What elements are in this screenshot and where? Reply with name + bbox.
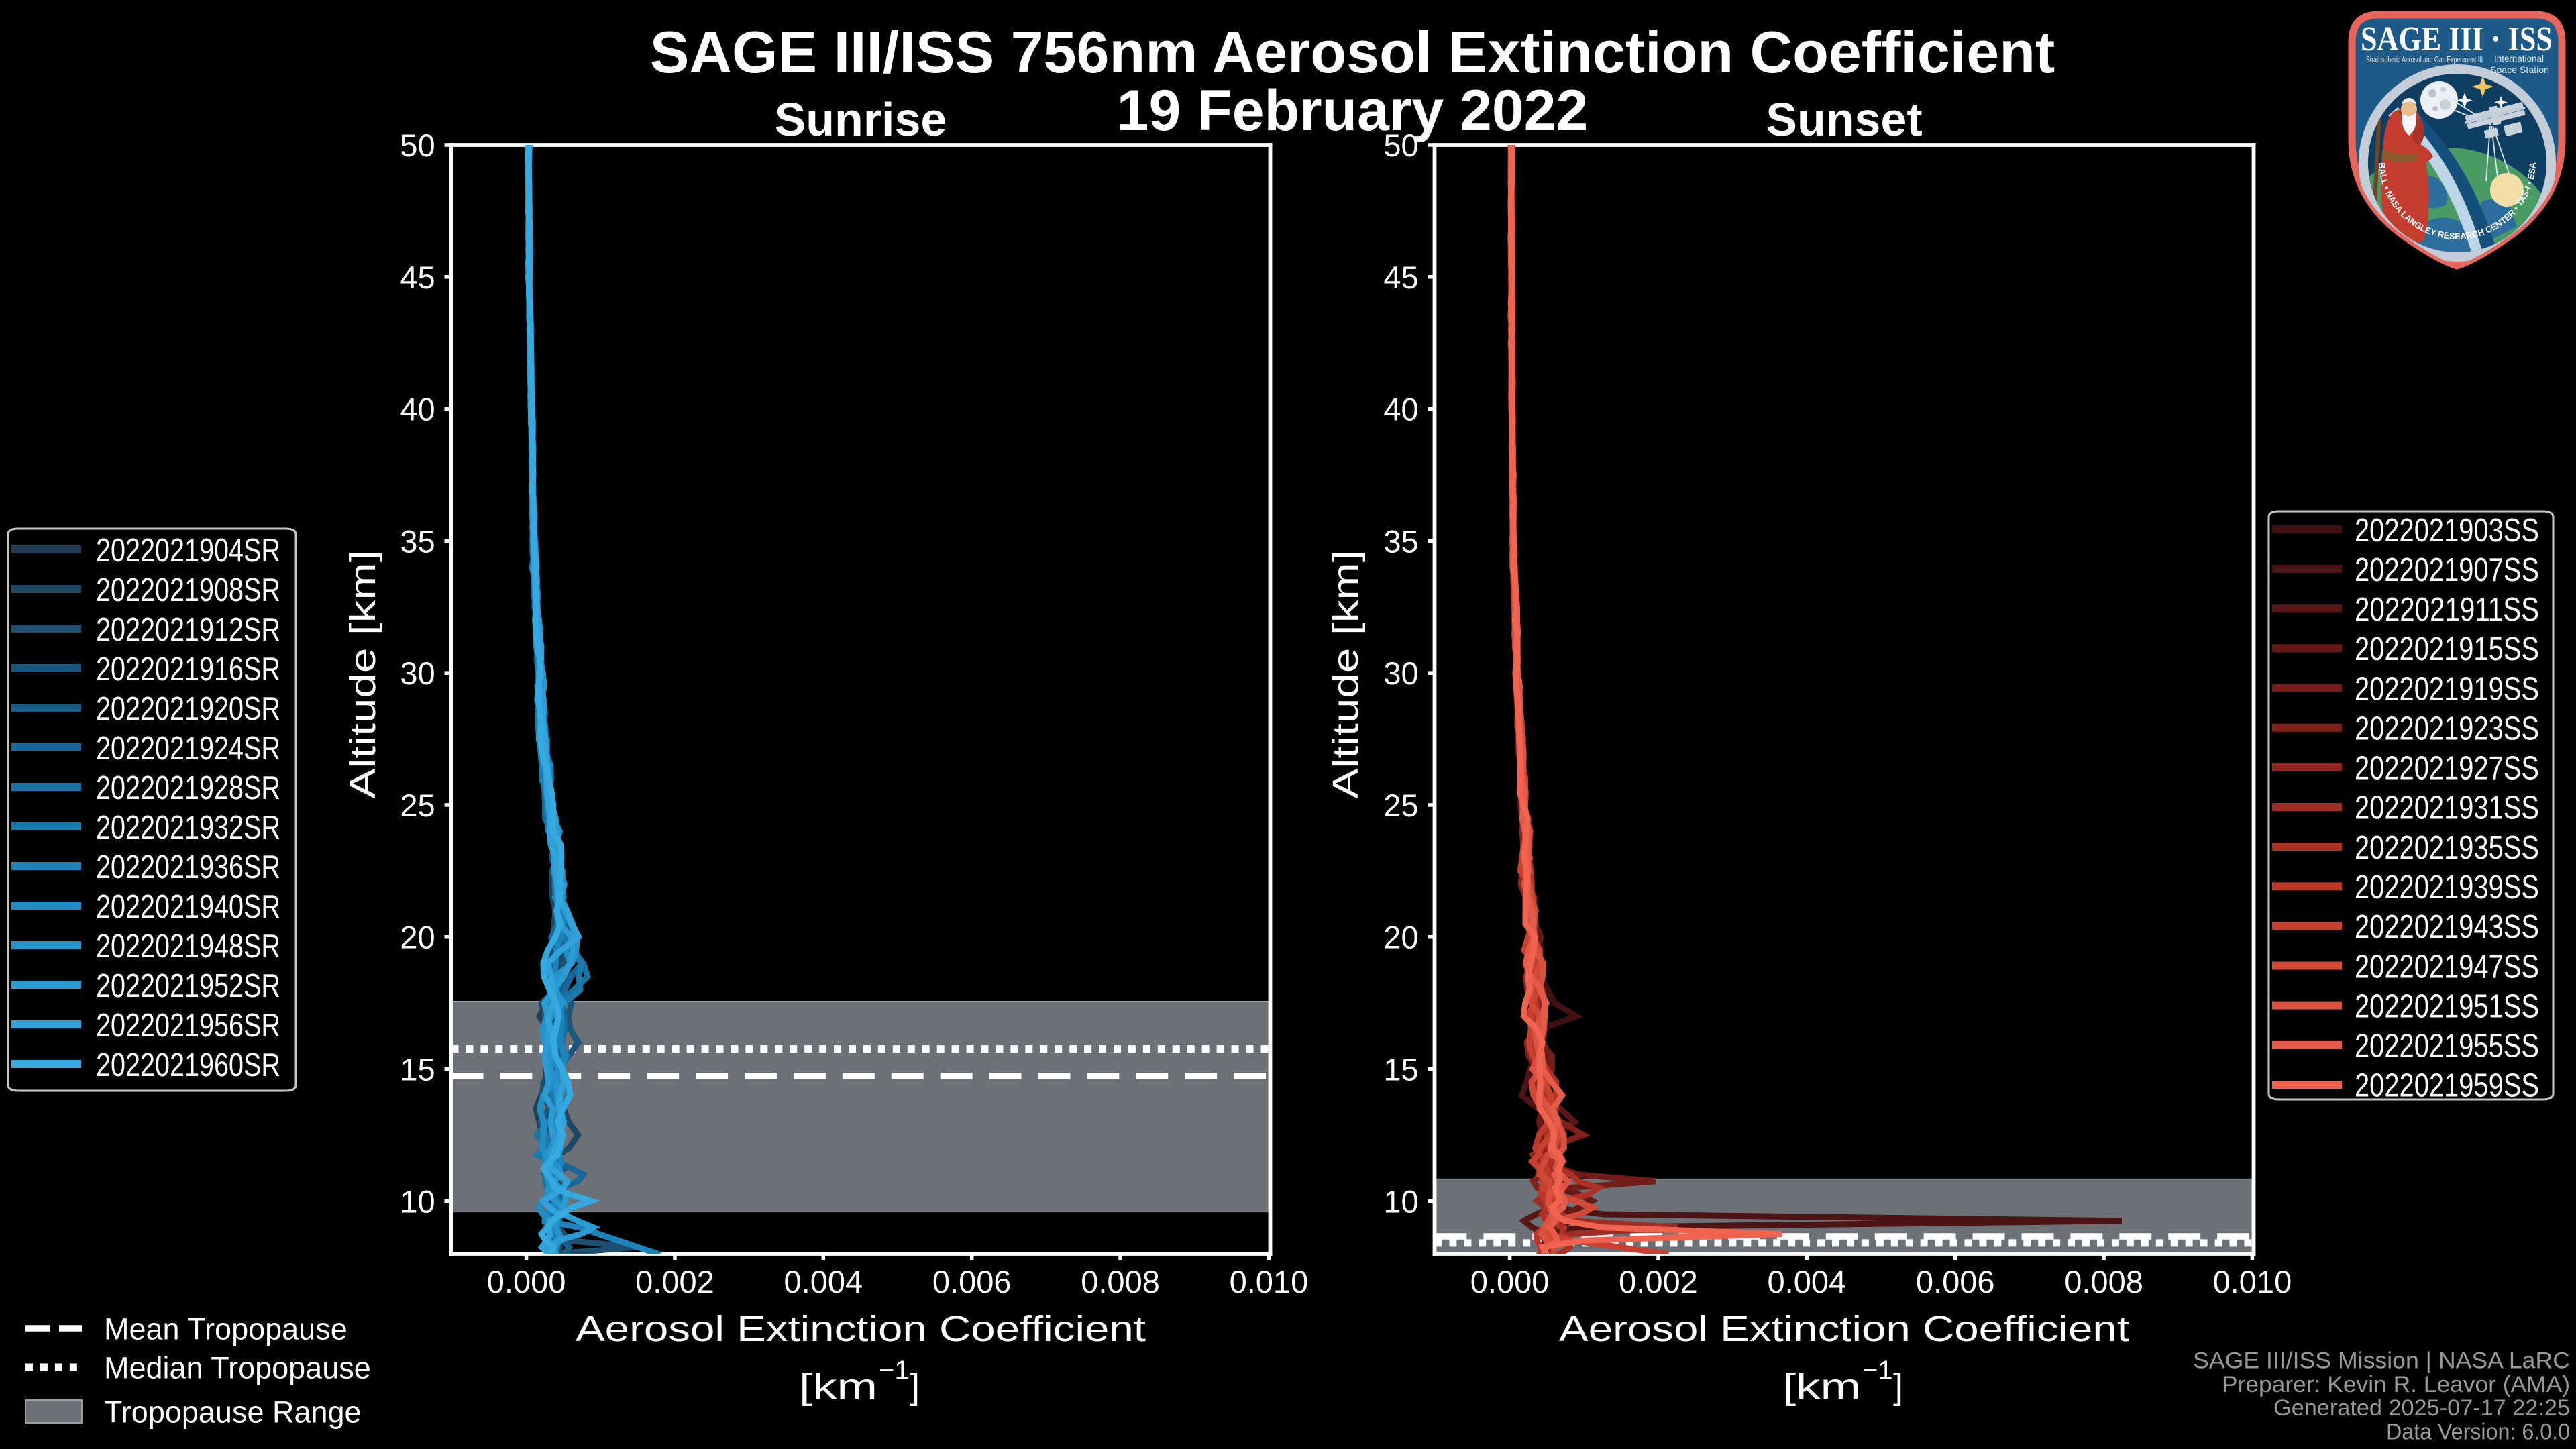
- svg-text:−1: −1: [1862, 1356, 1893, 1385]
- svg-text:0.000: 0.000: [1470, 1264, 1550, 1299]
- svg-text:35: 35: [400, 523, 435, 559]
- svg-text:]: ]: [910, 1366, 920, 1407]
- svg-text:Stratospheric Aerosol and Gas: Stratospheric Aerosol and Gas Experiment…: [2366, 54, 2483, 64]
- svg-text:15: 15: [400, 1052, 435, 1087]
- svg-text:19 February 2022: 19 February 2022: [1117, 78, 1589, 143]
- svg-text:2022021932SR: 2022021932SR: [96, 810, 280, 846]
- svg-text:2022021948SR: 2022021948SR: [96, 928, 280, 965]
- svg-text:25: 25: [1383, 788, 1418, 823]
- svg-text:45: 45: [400, 260, 435, 295]
- svg-text:2022021916SR: 2022021916SR: [96, 651, 280, 688]
- svg-text:10: 10: [1383, 1183, 1418, 1219]
- svg-text:10: 10: [400, 1183, 435, 1219]
- svg-text:50: 50: [400, 127, 435, 163]
- svg-text:0.000: 0.000: [487, 1264, 566, 1299]
- svg-text:0.008: 0.008: [1081, 1264, 1160, 1299]
- svg-text:15: 15: [1383, 1052, 1418, 1087]
- svg-text:SAGE III/ISS 756nm Aerosol Ext: SAGE III/ISS 756nm Aerosol Extinction Co…: [650, 19, 2055, 85]
- svg-text:2022021936SR: 2022021936SR: [96, 849, 280, 885]
- svg-text:0.002: 0.002: [1619, 1264, 1698, 1299]
- svg-text:2022021912SR: 2022021912SR: [96, 612, 280, 648]
- svg-text:Tropopause Range: Tropopause Range: [104, 1395, 362, 1429]
- svg-text:2022021907SS: 2022021907SS: [2355, 552, 2539, 588]
- svg-text:Sunset: Sunset: [1766, 93, 1922, 146]
- svg-text:2022021955SS: 2022021955SS: [2355, 1028, 2539, 1065]
- svg-text:2022021920SR: 2022021920SR: [96, 691, 280, 727]
- svg-text:SAGE III · ISS: SAGE III · ISS: [2361, 20, 2553, 58]
- svg-text:35: 35: [1383, 523, 1418, 559]
- svg-text:]: ]: [1893, 1366, 1903, 1407]
- svg-text:Median Tropopause: Median Tropopause: [104, 1350, 371, 1385]
- svg-text:0.006: 0.006: [1916, 1264, 1995, 1299]
- svg-text:2022021927SS: 2022021927SS: [2355, 751, 2539, 787]
- svg-text:2022021911SS: 2022021911SS: [2355, 592, 2539, 628]
- svg-text:0.004: 0.004: [784, 1264, 863, 1299]
- svg-text:Aerosol Extinction Coefficient: Aerosol Extinction Coefficient: [576, 1309, 1146, 1349]
- svg-text:2022021903SS: 2022021903SS: [2355, 513, 2539, 549]
- svg-text:2022021959SS: 2022021959SS: [2355, 1068, 2539, 1104]
- svg-text:2022021924SR: 2022021924SR: [96, 731, 280, 767]
- svg-text:Data Version: 6.0.0: Data Version: 6.0.0: [2386, 1419, 2570, 1444]
- svg-text:2022021915SS: 2022021915SS: [2355, 631, 2539, 667]
- svg-text:20: 20: [1383, 920, 1418, 955]
- svg-text:2022021943SS: 2022021943SS: [2355, 909, 2539, 945]
- svg-text:25: 25: [400, 788, 435, 823]
- svg-text:40: 40: [1383, 392, 1418, 427]
- svg-text:2022021931SS: 2022021931SS: [2355, 790, 2539, 826]
- svg-text:Space Station: Space Station: [2490, 64, 2549, 75]
- svg-text:2022021919SS: 2022021919SS: [2355, 671, 2539, 707]
- svg-text:0.002: 0.002: [635, 1264, 714, 1299]
- svg-text:BALL • NASA LANGLEY RESEARCH C: BALL • NASA LANGLEY RESEARCH CENTER • TA…: [0, 0, 2543, 241]
- svg-text:Generated 2025-07-17 22:25: Generated 2025-07-17 22:25: [2273, 1395, 2570, 1421]
- svg-text:[km: [km: [799, 1366, 877, 1407]
- svg-text:20: 20: [400, 920, 435, 955]
- svg-text:2022021951SS: 2022021951SS: [2355, 988, 2539, 1024]
- svg-text:2022021923SS: 2022021923SS: [2355, 710, 2539, 747]
- svg-text:0.004: 0.004: [1768, 1264, 1847, 1299]
- svg-text:−1: −1: [879, 1356, 910, 1385]
- svg-text:45: 45: [1383, 260, 1418, 295]
- svg-text:2022021908SR: 2022021908SR: [96, 572, 280, 608]
- svg-text:30: 30: [1383, 655, 1418, 691]
- svg-text:Altitude [km]: Altitude [km]: [1326, 550, 1366, 799]
- svg-text:Sunrise: Sunrise: [775, 93, 947, 146]
- svg-text:Preparer: Kevin R. Leavor (AMA: Preparer: Kevin R. Leavor (AMA): [2222, 1372, 2570, 1397]
- svg-text:2022021947SS: 2022021947SS: [2355, 949, 2539, 985]
- svg-text:Aerosol Extinction Coefficient: Aerosol Extinction Coefficient: [1559, 1309, 2129, 1349]
- svg-text:2022021904SR: 2022021904SR: [96, 533, 280, 569]
- svg-text:0.010: 0.010: [1230, 1264, 1309, 1299]
- svg-text:40: 40: [400, 392, 435, 427]
- svg-text:2022021939SS: 2022021939SS: [2355, 869, 2539, 906]
- svg-text:Mean Tropopause: Mean Tropopause: [104, 1311, 347, 1346]
- svg-text:2022021928SR: 2022021928SR: [96, 770, 280, 806]
- svg-text:2022021935SS: 2022021935SS: [2355, 830, 2539, 866]
- svg-text:[km: [km: [1782, 1366, 1861, 1407]
- svg-text:2022021940SR: 2022021940SR: [96, 889, 280, 925]
- svg-text:0.008: 0.008: [2064, 1264, 2143, 1299]
- svg-text:Altitude [km]: Altitude [km]: [343, 550, 383, 799]
- svg-text:0.006: 0.006: [932, 1264, 1012, 1299]
- svg-text:30: 30: [400, 655, 435, 691]
- svg-text:SAGE III/ISS Mission | NASA La: SAGE III/ISS Mission | NASA LaRC: [2193, 1348, 2570, 1374]
- svg-text:International: International: [2494, 53, 2544, 64]
- svg-text:2022021952SR: 2022021952SR: [96, 968, 280, 1004]
- svg-text:2022021960SR: 2022021960SR: [96, 1047, 280, 1083]
- svg-text:0.010: 0.010: [2213, 1264, 2292, 1299]
- svg-text:50: 50: [1383, 127, 1418, 163]
- svg-text:2022021956SR: 2022021956SR: [96, 1008, 280, 1044]
